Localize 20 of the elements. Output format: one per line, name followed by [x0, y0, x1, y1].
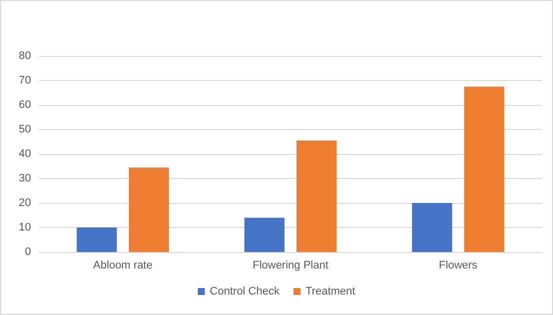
y-tick-label: 40 — [18, 148, 31, 160]
bar — [296, 140, 337, 252]
legend-label: Treatment — [305, 286, 356, 298]
y-tick-label: 30 — [18, 172, 31, 184]
y-tick-label: 10 — [18, 222, 31, 234]
y-tick-label: 80 — [18, 50, 31, 62]
bar — [244, 218, 284, 252]
bar — [412, 203, 452, 252]
x-tick-label: Flowers — [438, 260, 478, 272]
y-tick-label: 60 — [18, 99, 31, 111]
y-tick-label: 0 — [24, 246, 31, 258]
bar — [128, 167, 169, 252]
y-tick-label: 50 — [18, 124, 31, 136]
bar — [464, 86, 504, 252]
y-tick-label: 70 — [18, 74, 31, 86]
x-tick-label: Abloom rate — [93, 260, 152, 272]
legend-label: Control Check — [210, 286, 280, 298]
y-tick-label: 20 — [18, 197, 31, 209]
x-tick-label: Flowering Plant — [252, 260, 328, 272]
bar — [76, 228, 117, 252]
